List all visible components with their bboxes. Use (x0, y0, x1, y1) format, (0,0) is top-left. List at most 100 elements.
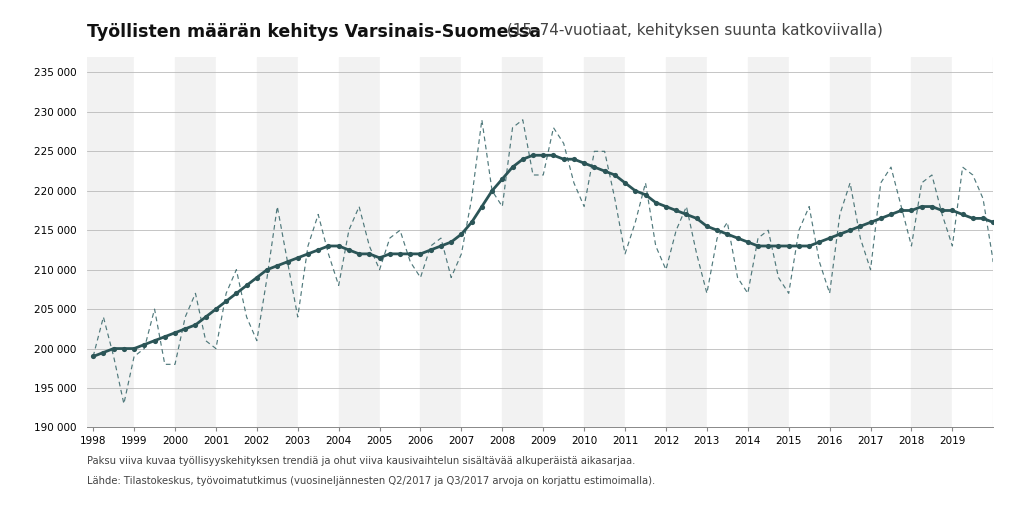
Text: Työllisten määrän kehitys Varsinais-Suomessa: Työllisten määrän kehitys Varsinais-Suom… (87, 23, 541, 41)
Point (893, 207, 909, 215)
Point (495, 175, 511, 183)
Point (341, 246, 357, 254)
Point (965, 214, 981, 222)
Text: Paksu viiva kuvaa työllisyyskehityksen trendiä ja ohut viiva kausivaihtelun sisä: Paksu viiva kuvaa työllisyyskehityksen t… (87, 456, 636, 466)
Point (464, 218, 480, 227)
Bar (380, 57, 421, 427)
Point (801, 242, 817, 250)
Point (351, 250, 368, 258)
Point (545, 151, 561, 159)
Point (402, 250, 419, 258)
Point (454, 230, 470, 238)
Bar (503, 57, 543, 427)
Bar (870, 57, 911, 427)
Bar (298, 57, 339, 427)
Bar (339, 57, 380, 427)
Point (515, 155, 531, 163)
Point (760, 242, 776, 250)
Point (975, 214, 991, 222)
Point (382, 250, 398, 258)
Text: Lähde: Tilastokeskus, työvoimatutkimus (vuosineljännesten Q2/2017 ja Q3/2017 arv: Lähde: Tilastokeskus, työvoimatutkimus (… (87, 476, 655, 486)
Point (657, 202, 674, 211)
Point (280, 258, 296, 266)
Point (698, 222, 715, 230)
Point (586, 163, 602, 171)
Bar (911, 57, 952, 427)
Point (372, 254, 388, 262)
Point (606, 171, 623, 179)
Point (616, 179, 633, 187)
Point (85, 352, 101, 360)
Bar (257, 57, 298, 427)
Point (474, 202, 490, 211)
Point (637, 191, 653, 199)
Point (105, 345, 122, 353)
Point (95, 348, 112, 356)
Point (310, 246, 327, 254)
Point (505, 163, 521, 171)
Bar (952, 57, 993, 427)
Bar (748, 57, 788, 427)
Point (1006, 226, 1022, 234)
Bar (993, 57, 1024, 427)
Point (811, 238, 827, 246)
Point (647, 198, 664, 207)
Point (913, 202, 930, 211)
Point (116, 345, 132, 353)
Point (842, 226, 858, 234)
Point (126, 345, 142, 353)
Point (269, 262, 286, 270)
Point (575, 159, 592, 167)
Point (157, 333, 173, 341)
Point (852, 222, 868, 230)
Point (831, 230, 848, 238)
Point (1016, 230, 1024, 238)
Point (872, 214, 889, 222)
Point (555, 155, 571, 163)
Point (770, 242, 786, 250)
Point (750, 242, 766, 250)
Bar (666, 57, 707, 427)
Point (719, 230, 735, 238)
Bar (584, 57, 625, 427)
Point (678, 210, 694, 218)
Point (331, 242, 347, 250)
Point (780, 242, 797, 250)
Point (903, 207, 920, 215)
Text: (15–74-vuotiaat, kehityksen suunta katkoviivalla): (15–74-vuotiaat, kehityksen suunta katko… (502, 23, 883, 38)
Point (525, 151, 542, 159)
Point (146, 336, 163, 345)
Point (239, 281, 255, 289)
Point (739, 238, 756, 246)
Point (668, 207, 684, 215)
Point (259, 266, 275, 274)
Point (249, 273, 265, 282)
Point (392, 250, 409, 258)
Point (198, 313, 214, 321)
Point (136, 340, 153, 349)
Point (423, 246, 439, 254)
Point (484, 186, 501, 195)
Bar (707, 57, 748, 427)
Bar (216, 57, 257, 427)
Bar (93, 57, 134, 427)
Point (218, 297, 234, 305)
Point (535, 151, 551, 159)
Point (954, 210, 971, 218)
Point (177, 325, 194, 333)
Point (228, 289, 245, 298)
Bar (543, 57, 584, 427)
Point (433, 242, 450, 250)
Point (627, 186, 643, 195)
Point (995, 222, 1012, 230)
Point (443, 238, 460, 246)
Bar (421, 57, 462, 427)
Point (300, 250, 316, 258)
Bar (175, 57, 216, 427)
Point (290, 254, 306, 262)
Point (596, 167, 612, 175)
Bar (462, 57, 503, 427)
Bar (829, 57, 870, 427)
Point (883, 210, 899, 218)
Point (413, 250, 429, 258)
